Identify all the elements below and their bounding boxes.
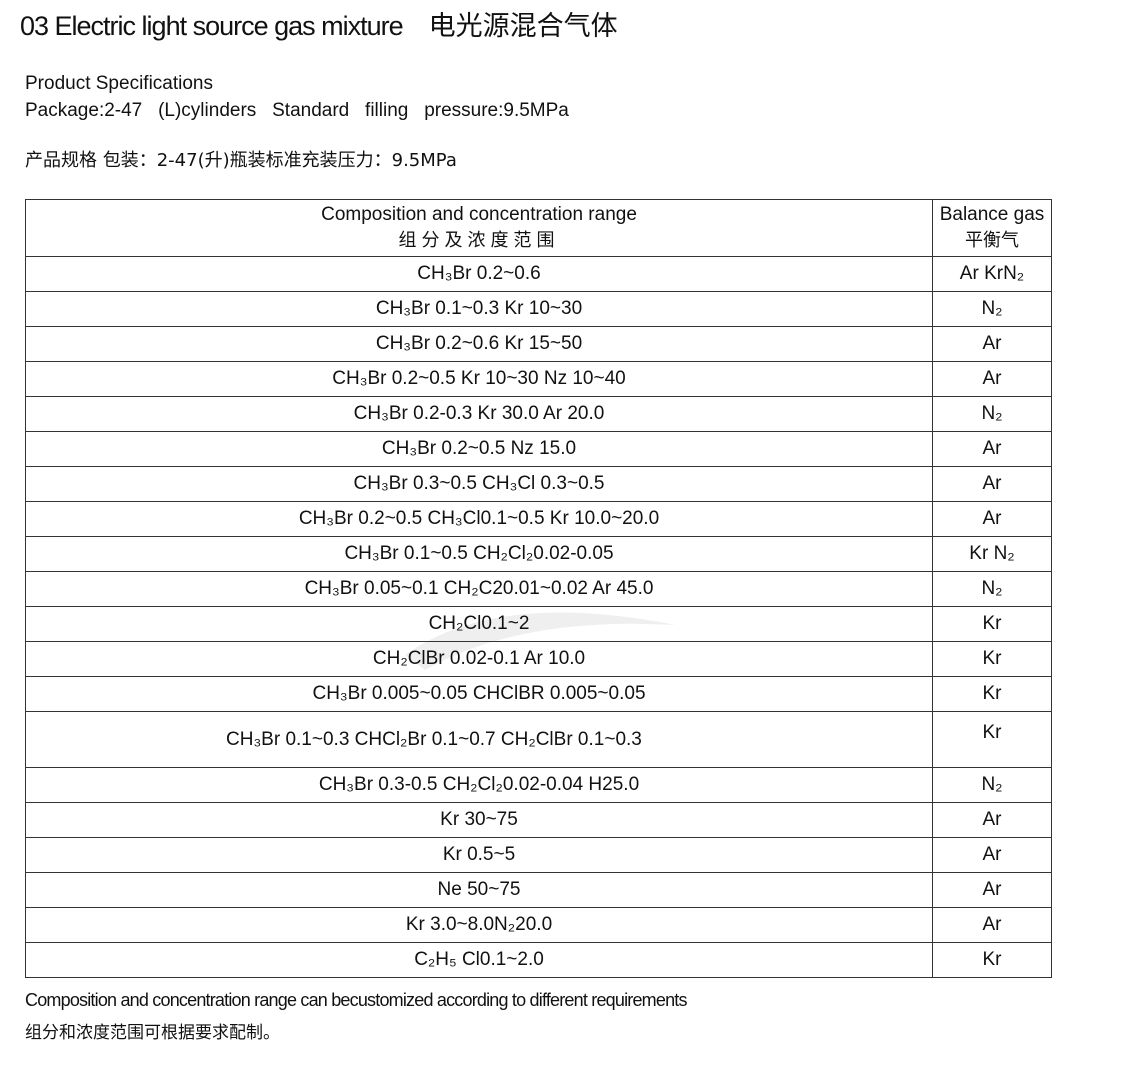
table-row: CH₂Cl0.1~2 Kr: [25, 606, 1052, 642]
balance-gas-cell: Kr: [932, 676, 1052, 712]
title-cn: 电光源混合气体: [428, 11, 618, 42]
composition-cell: CH₂Cl0.1~2: [25, 606, 933, 642]
table-row: C₂H₅ Cl0.1~2.0 Kr: [25, 942, 1052, 978]
balance-gas-cell: Kr: [932, 606, 1052, 642]
table-row: Kr 30~75 Ar: [25, 802, 1052, 838]
table-row: CH₃Br 0.3~0.5 CH₃Cl 0.3~0.5 Ar: [25, 466, 1052, 502]
table-row: CH₃Br 0.1~0.3 Kr 10~30 N₂: [25, 291, 1052, 327]
composition-cell: CH₃Br 0.2~0.5 Nz 15.0: [25, 431, 933, 467]
table-row: Kr 3.0~8.0N₂20.0 Ar: [25, 907, 1052, 943]
table-row: CH₃Br 0.05~0.1 CH₂C20.01~0.02 Ar 45.0 N₂: [25, 571, 1052, 607]
table-row: CH₃Br 0.1~0.3 CHCl₂Br 0.1~0.7 CH₂ClBr 0.…: [25, 711, 1052, 768]
table-row: CH₃Br 0.2~0.6 Ar KrN₂: [25, 256, 1052, 292]
composition-cell: CH₃Br 0.1~0.3 CHCl₂Br 0.1~0.7 CH₂ClBr 0.…: [25, 711, 933, 768]
composition-cell: CH₃Br 0.2~0.5 CH₃Cl0.1~0.5 Kr 10.0~20.0: [25, 501, 933, 537]
balance-gas-cell: Kr: [932, 942, 1052, 978]
header-composition: Composition and concentration range 组分及浓度…: [25, 199, 933, 257]
gas-mixture-table: Composition and concentration range 组分及浓度…: [25, 199, 1052, 978]
table-row: CH₃Br 0.2~0.6 Kr 15~50 Ar: [25, 326, 1052, 362]
table-row: CH₃Br 0.2~0.5 Kr 10~30 Nz 10~40 Ar: [25, 361, 1052, 397]
header-composition-en: Composition and concentration range: [321, 204, 637, 225]
specs-line-en: Package:2-47 (L)cylinders Standard filli…: [25, 100, 569, 121]
balance-gas-cell: N₂: [932, 571, 1052, 607]
title-en: 03 Electric light source gas mixture: [20, 11, 404, 41]
composition-cell: C₂H₅ Cl0.1~2.0: [25, 942, 933, 978]
table-row: CH₃Br 0.2-0.3 Kr 30.0 Ar 20.0 N₂: [25, 396, 1052, 432]
table-row: CH₃Br 0.3-0.5 CH₂Cl₂0.02-0.04 H25.0 N₂: [25, 767, 1052, 803]
balance-gas-cell: N₂: [932, 291, 1052, 327]
composition-cell: Kr 30~75: [25, 802, 933, 838]
table-row: CH₃Br 0.2~0.5 Nz 15.0 Ar: [25, 431, 1052, 467]
balance-gas-cell: N₂: [932, 396, 1052, 432]
composition-cell: CH₃Br 0.2~0.6: [25, 256, 933, 292]
table-row: CH₂ClBr 0.02-0.1 Ar 10.0 Kr: [25, 641, 1052, 677]
composition-cell: Kr 3.0~8.0N₂20.0: [25, 907, 933, 943]
specs-line-cn: 产品规格 包装：2-47(升)瓶装标准充装压力：9.5MPa: [25, 150, 457, 171]
balance-gas-cell: Ar: [932, 837, 1052, 873]
composition-cell: CH₃Br 0.2-0.3 Kr 30.0 Ar 20.0: [25, 396, 933, 432]
balance-gas-cell: Ar: [932, 501, 1052, 537]
balance-gas-cell: Ar KrN₂: [932, 256, 1052, 292]
specs-heading: Product Specifications: [25, 73, 213, 94]
header-balance: Balance gas 平衡气: [932, 199, 1052, 257]
note-cn: 组分和浓度范围可根据要求配制。: [25, 1023, 280, 1043]
table-row: CH₃Br 0.005~0.05 CHClBR 0.005~0.05 Kr: [25, 676, 1052, 712]
header-balance-en: Balance gas: [939, 204, 1045, 225]
page-title: 03 Electric light source gas mixture 电光源混…: [20, 4, 618, 43]
composition-cell: CH₃Br 0.1~0.5 CH₂Cl₂0.02-0.05: [25, 536, 933, 572]
balance-gas-cell: Ar: [932, 907, 1052, 943]
balance-gas-cell: Ar: [932, 802, 1052, 838]
composition-cell: CH₃Br 0.3-0.5 CH₂Cl₂0.02-0.04 H25.0: [25, 767, 933, 803]
balance-gas-cell: Ar: [932, 361, 1052, 397]
composition-cell: CH₃Br 0.3~0.5 CH₃Cl 0.3~0.5: [25, 466, 933, 502]
table-row: CH₃Br 0.2~0.5 CH₃Cl0.1~0.5 Kr 10.0~20.0 A…: [25, 501, 1052, 537]
balance-gas-cell: Ar: [932, 466, 1052, 502]
balance-gas-cell: Kr N₂: [932, 536, 1052, 572]
table-row: Ne 50~75 Ar: [25, 872, 1052, 908]
note-en: Composition and concentration range can …: [25, 990, 688, 1010]
composition-cell: CH₃Br 0.05~0.1 CH₂C20.01~0.02 Ar 45.0: [25, 571, 933, 607]
balance-gas-cell: Kr: [932, 641, 1052, 677]
composition-cell: CH₃Br 0.2~0.6 Kr 15~50: [25, 326, 933, 362]
table-row: Kr 0.5~5 Ar: [25, 837, 1052, 873]
composition-cell: CH₂ClBr 0.02-0.1 Ar 10.0: [25, 641, 933, 677]
balance-gas-cell: N₂: [932, 767, 1052, 803]
composition-cell: CH₃Br 0.2~0.5 Kr 10~30 Nz 10~40: [25, 361, 933, 397]
balance-gas-cell: Ar: [932, 872, 1052, 908]
composition-cell: Kr 0.5~5: [25, 837, 933, 873]
header-composition-cn: 组分及浓度范围: [398, 230, 560, 251]
header-balance-cn: 平衡气: [965, 230, 1019, 251]
balance-gas-cell: Kr: [932, 711, 1052, 768]
balance-gas-cell: Ar: [932, 431, 1052, 467]
table-row: CH₃Br 0.1~0.5 CH₂Cl₂0.02-0.05 Kr N₂: [25, 536, 1052, 572]
composition-cell: CH₃Br 0.005~0.05 CHClBR 0.005~0.05: [25, 676, 933, 712]
balance-gas-cell: Ar: [932, 326, 1052, 362]
composition-cell: CH₃Br 0.1~0.3 Kr 10~30: [25, 291, 933, 327]
composition-cell: Ne 50~75: [25, 872, 933, 908]
